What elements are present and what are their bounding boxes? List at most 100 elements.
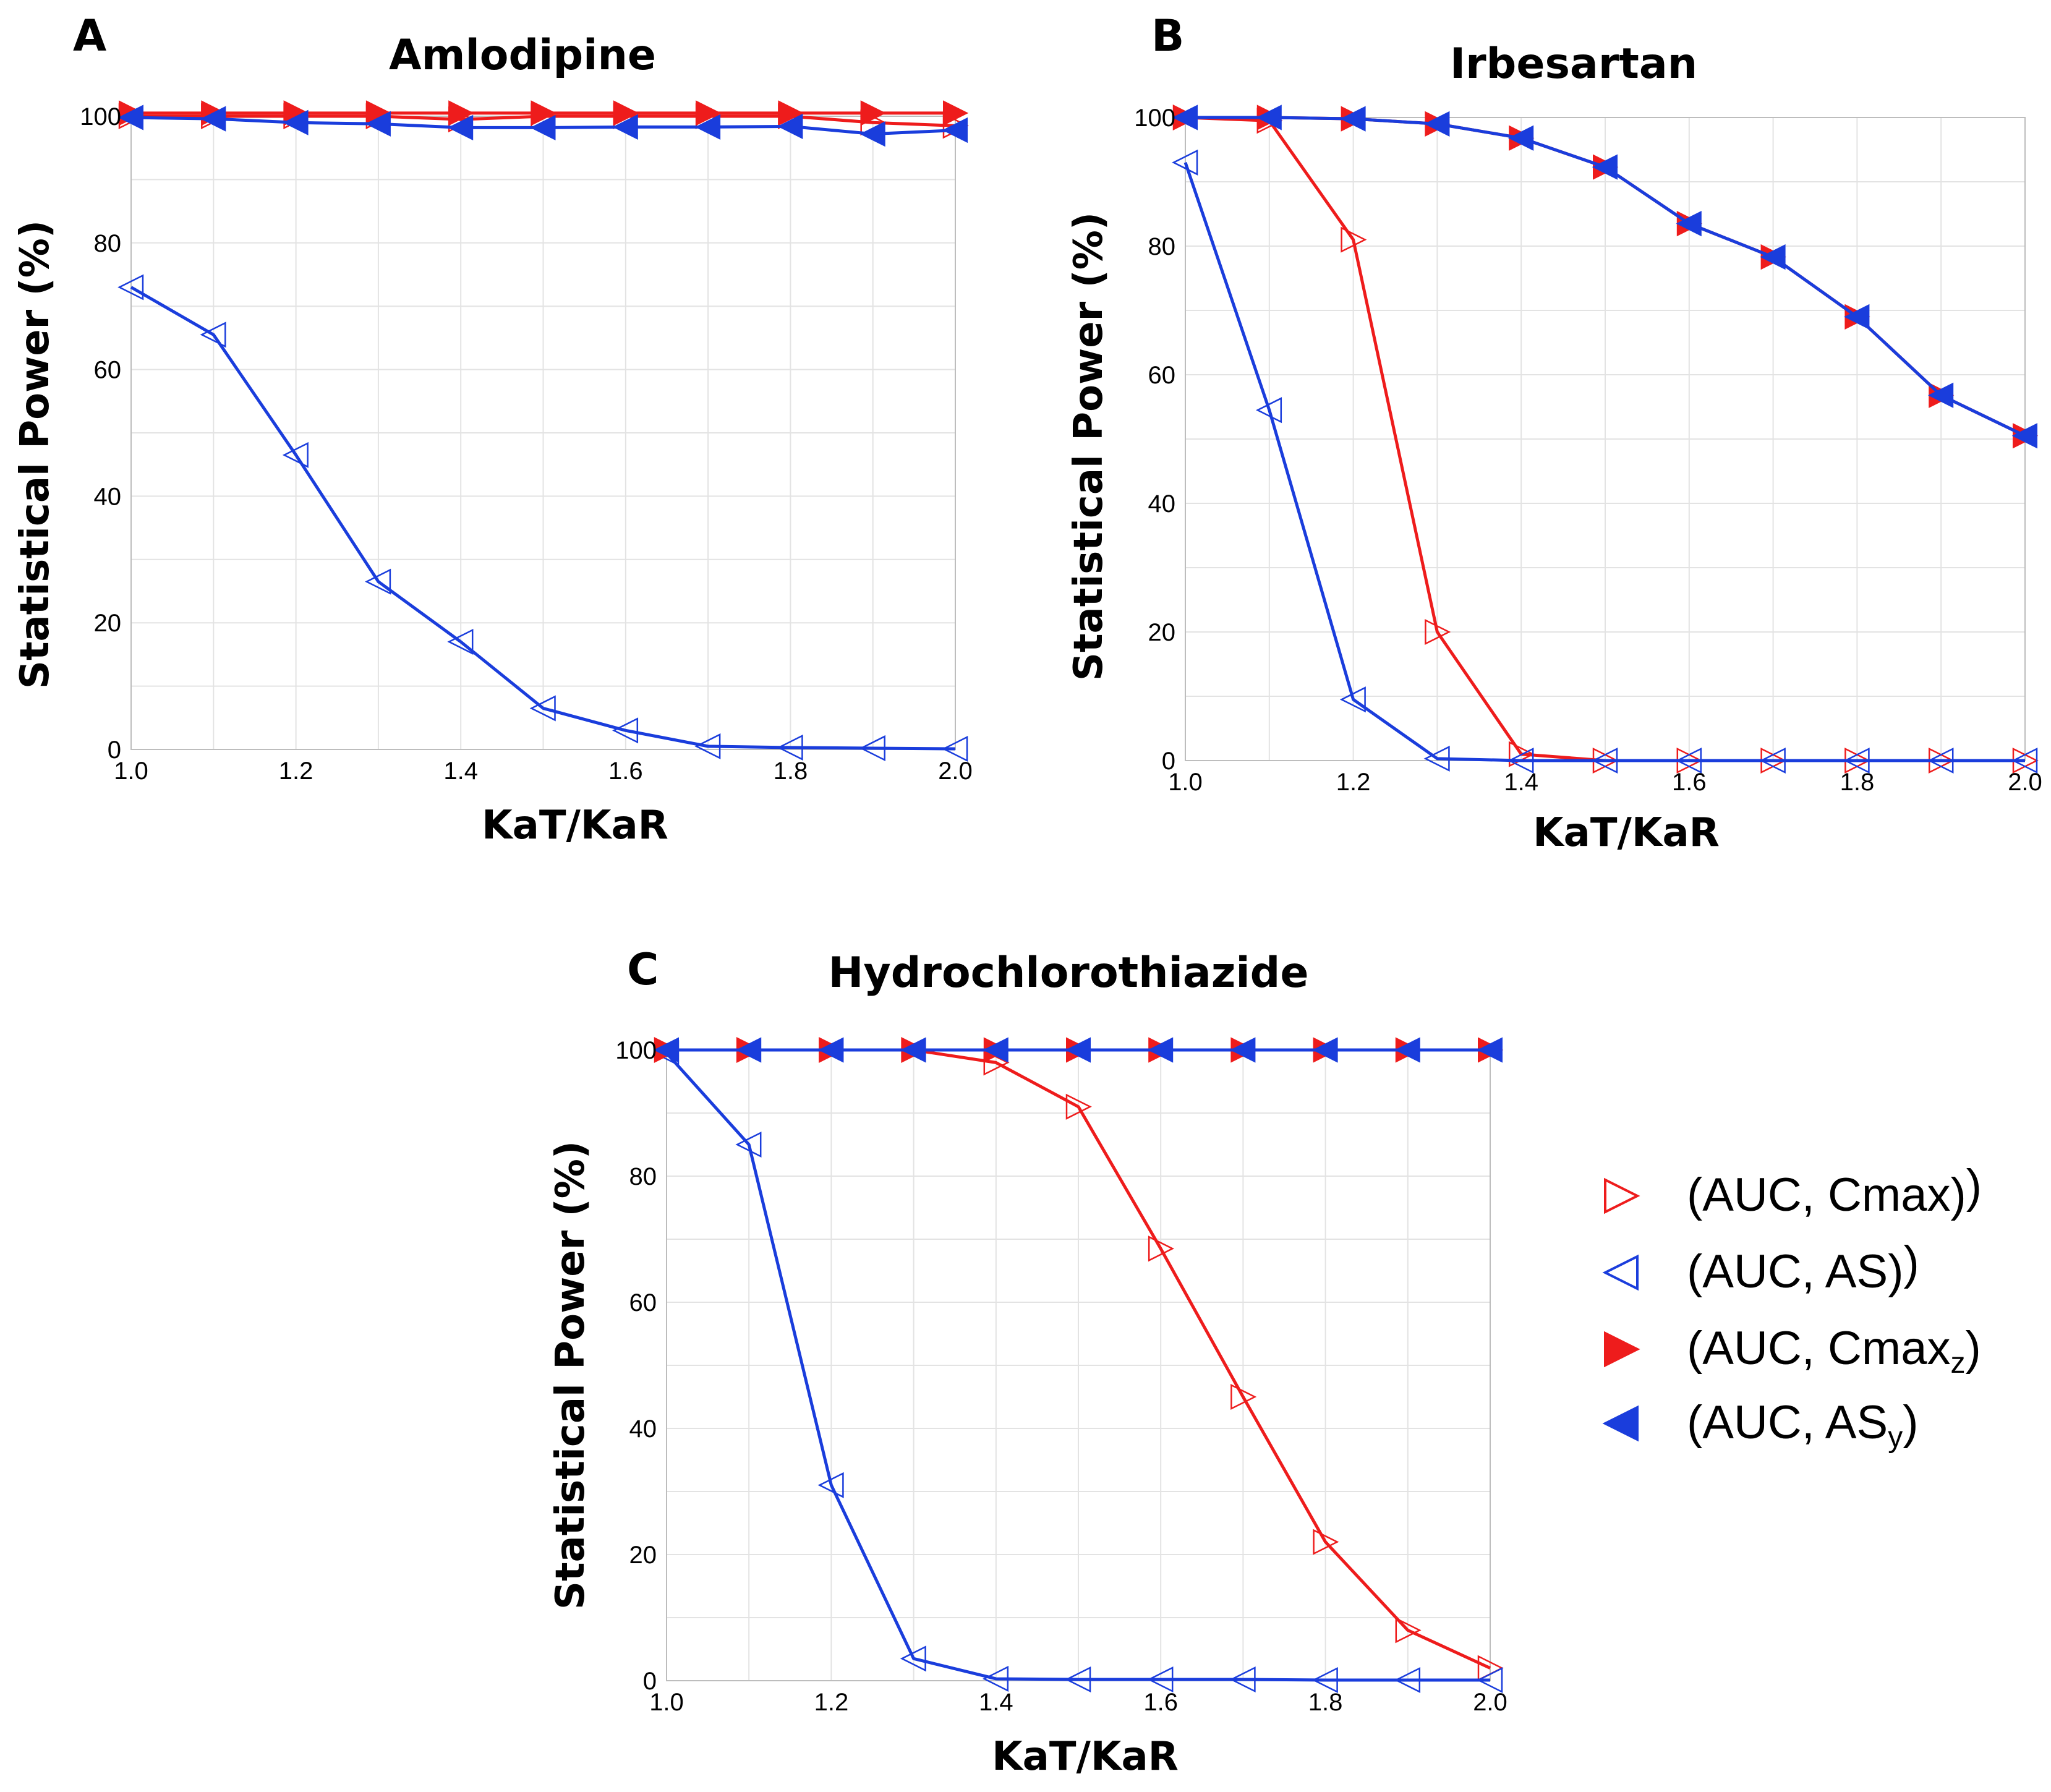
data-point [365, 568, 391, 595]
x-tick-label: 1.0 [114, 757, 148, 785]
y-tick-label: 0 [643, 1668, 657, 1695]
data-point [117, 274, 144, 301]
data-point [1339, 686, 1366, 713]
data-point [447, 114, 474, 141]
y-tick-label: 40 [1148, 490, 1176, 518]
data-point [1394, 1037, 1420, 1063]
data-point [200, 322, 226, 348]
x-tick-label: 1.6 [608, 757, 643, 785]
data-point [282, 442, 309, 468]
data-point [777, 734, 803, 761]
legend-label: (AUC, AS)) [1687, 1237, 1919, 1298]
data-point [1147, 1666, 1174, 1692]
series-line [1183, 161, 2025, 762]
data-point [653, 1037, 679, 1063]
data-point [942, 117, 968, 143]
x-axis-label: KaT/KaR [992, 1734, 1179, 1780]
y-axis-label: Statistical Power (%) [1066, 212, 1112, 681]
data-point [1927, 382, 1954, 408]
data-point [1312, 1037, 1338, 1063]
y-tick-label: 100 [1134, 105, 1175, 132]
data-point [530, 114, 556, 141]
data-point [942, 735, 968, 762]
data-point [1760, 244, 1786, 270]
y-tick-label: 100 [80, 103, 121, 130]
data-point [447, 628, 474, 655]
data-point [983, 1049, 1010, 1076]
legend-item: (AUC, Cmaxz) [1604, 1322, 1981, 1380]
data-point [900, 1037, 926, 1063]
plot-area [1172, 104, 2039, 774]
data-point [1424, 111, 1450, 137]
data-point [983, 1037, 1008, 1063]
x-tick-label: 1.4 [1504, 769, 1538, 796]
y-tick-label: 20 [629, 1542, 657, 1569]
data-point [1172, 105, 1198, 130]
x-tick-label: 1.2 [814, 1689, 849, 1716]
x-tick-label: 1.2 [1336, 769, 1371, 796]
x-tick-label: 1.4 [979, 1689, 1013, 1716]
y-tick-label: 40 [94, 483, 122, 510]
data-point [1340, 106, 1366, 132]
data-point [283, 109, 309, 135]
data-point [1065, 1666, 1091, 1692]
y-tick-label: 40 [629, 1415, 657, 1443]
data-series [1172, 149, 2038, 774]
x-tick-label: 1.8 [774, 757, 808, 785]
data-point [1341, 226, 1367, 253]
x-tick-label: 1.6 [1672, 769, 1707, 796]
data-series [1172, 105, 2037, 449]
data-point [117, 105, 143, 130]
y-tick-label: 80 [629, 1163, 657, 1190]
legend-label: (AUC, Cmaxz) [1687, 1322, 1981, 1380]
data-point [1592, 154, 1618, 180]
plot-area [117, 100, 969, 762]
data-point [612, 717, 639, 744]
data-point [1256, 397, 1282, 424]
filled-triangle-icon [1602, 1405, 1639, 1442]
chart-title: Amlodipine [389, 31, 656, 80]
data-point [1395, 1617, 1422, 1644]
data-point [1477, 1037, 1503, 1063]
legend-item: (AUC, Cmax)) [1604, 1160, 1982, 1221]
data-point [817, 1472, 844, 1498]
data-point [1843, 747, 1870, 774]
data-point [1230, 1037, 1256, 1063]
data-point [696, 100, 722, 126]
y-tick-label: 60 [94, 357, 122, 384]
y-tick-label: 0 [1162, 748, 1175, 775]
x-tick-label: 1.2 [279, 757, 313, 785]
y-tick-label: 100 [615, 1037, 657, 1064]
series-line [130, 286, 956, 751]
y-tick-label: 80 [94, 230, 122, 257]
data-point [1256, 105, 1282, 130]
data-point [365, 111, 391, 137]
data-point [943, 100, 969, 126]
data-point [1423, 745, 1450, 772]
chart-title: Hydrochlorothiazide [829, 949, 1309, 997]
plot-area [653, 1036, 1504, 1694]
legend: (AUC, Cmax)) (AUC, AS)) (AUC, Cmaxz) (AU… [1602, 1160, 1982, 1454]
series-line [665, 1052, 1490, 1682]
data-point [1147, 1037, 1174, 1063]
data-point [1759, 747, 1786, 774]
y-tick-label: 60 [629, 1289, 657, 1316]
data-point [1065, 1037, 1091, 1063]
data-point [1065, 1093, 1092, 1120]
open-triangle-icon [1604, 1177, 1640, 1214]
data-series [117, 105, 968, 147]
panel-letter: C [627, 944, 659, 995]
filled-triangle-icon [1604, 1331, 1640, 1368]
data-point [735, 1037, 762, 1063]
data-point [612, 114, 638, 140]
data-point [448, 100, 474, 126]
x-axis-label: KaT/KaR [482, 803, 668, 848]
data-point [735, 1131, 762, 1158]
chart-title: Irbesartan [1450, 40, 1697, 88]
data-point [1425, 618, 1451, 646]
data-point [1148, 1235, 1174, 1262]
data-point [1394, 1666, 1421, 1694]
x-tick-label: 2.0 [1473, 1689, 1507, 1716]
x-tick-label: 2.0 [938, 757, 973, 785]
